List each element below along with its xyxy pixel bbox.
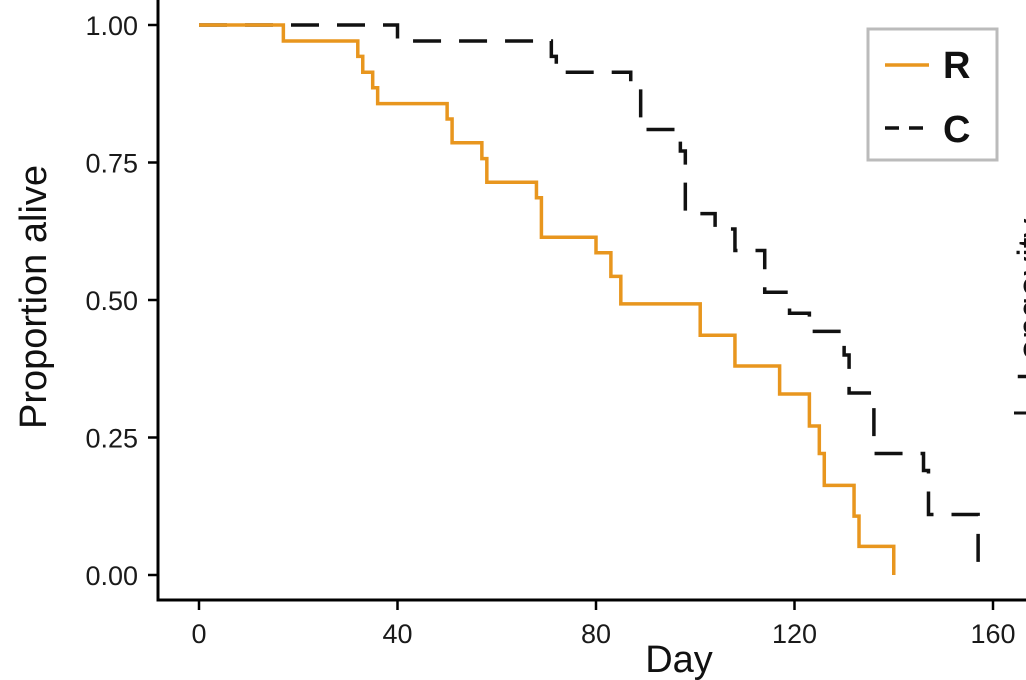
legend-box: [866, 27, 999, 162]
x-tick-label: 160: [970, 619, 1015, 649]
x-tick-label: 40: [382, 619, 412, 649]
y-tick-label: 0.25: [85, 424, 138, 454]
x-axis-ticks: 0 40 80 120 160: [191, 600, 1016, 649]
legend-label-r: R: [943, 45, 970, 87]
y-tick-label: 0.00: [85, 561, 138, 591]
x-tick-label: 0: [191, 619, 206, 649]
x-axis-title: Day: [645, 639, 713, 680]
side-label: Longevity: [1011, 219, 1026, 382]
y-axis-ticks: 0.00 0.25 0.50 0.75 1.00: [85, 11, 158, 591]
y-tick-label: 0.75: [85, 149, 138, 179]
plot-area: [199, 23, 980, 575]
x-tick-label: 120: [772, 619, 817, 649]
y-tick-label: 1.00: [85, 11, 138, 41]
x-tick-label: 80: [581, 619, 611, 649]
legend: R C: [866, 27, 999, 162]
series-line-r: [199, 23, 896, 575]
y-axis-title: Proportion alive: [13, 165, 55, 429]
series-line-c: [199, 23, 980, 575]
legend-label-c: C: [943, 109, 970, 151]
y-tick-label: 0.50: [85, 286, 138, 316]
